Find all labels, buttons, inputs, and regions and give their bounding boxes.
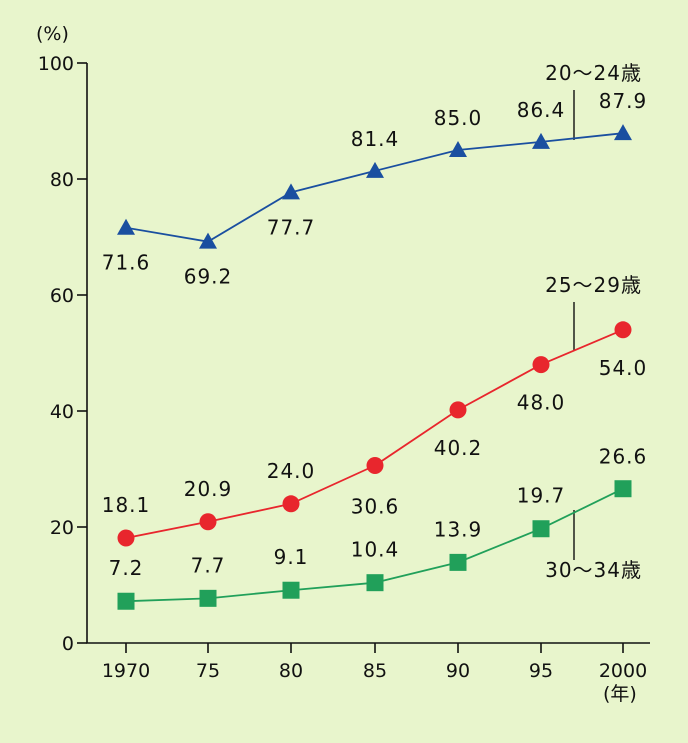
data-point-circle [614, 321, 632, 339]
data-point-triangle [532, 132, 550, 149]
data-point-triangle [449, 141, 467, 157]
y-axis-unit: (%) [36, 23, 69, 45]
data-label: 19.7 [517, 484, 566, 508]
data-point-circle [199, 513, 217, 531]
data-label: 10.4 [351, 538, 400, 562]
data-label: 7.7 [191, 553, 226, 577]
data-point-square [449, 553, 467, 571]
data-point-square [366, 574, 384, 592]
data-point-square [532, 520, 550, 538]
data-point-circle [532, 356, 550, 374]
data-label: 13.9 [434, 517, 483, 541]
x-tick-label: 75 [196, 660, 220, 682]
data-point-triangle [282, 183, 300, 200]
x-tick-label: 90 [446, 660, 470, 682]
data-label: 81.4 [351, 127, 400, 151]
data-label: 40.2 [434, 436, 483, 460]
data-label: 18.1 [102, 493, 151, 517]
data-label: 7.2 [109, 556, 144, 580]
series-label: 30～34歳 [545, 558, 642, 582]
data-point-square [199, 589, 217, 607]
data-point-triangle [117, 218, 135, 235]
series-labels: 20～24歳 25～29歳 30～34歳 [545, 61, 642, 582]
y-tick-label: 0 [62, 633, 74, 655]
data-label: 26.6 [599, 445, 648, 469]
data-point-triangle [366, 161, 384, 178]
data-label: 69.2 [184, 265, 233, 289]
y-tick-label: 60 [50, 285, 74, 307]
series-label: 20～24歳 [545, 61, 642, 85]
data-label: 54.0 [599, 356, 648, 380]
data-point-circle [449, 401, 467, 419]
x-axis-unit: (年) [603, 683, 637, 705]
data-label: 85.0 [434, 106, 483, 130]
data-point-square [117, 592, 135, 610]
y-tick-label: 20 [50, 517, 74, 539]
data-point-triangle [614, 124, 632, 141]
x-tick-label: 95 [529, 660, 553, 682]
data-label: 77.7 [267, 215, 316, 239]
y-tick-label: 100 [38, 53, 74, 75]
data-label: 87.9 [599, 89, 648, 113]
series-3 [117, 480, 632, 610]
data-label: 86.4 [517, 98, 566, 122]
x-axis-ticks: 1970 75 80 85 90 95 2000 [102, 643, 647, 682]
data-labels: 71.6 69.2 77.7 81.4 85.0 86.4 87.9 18.1 20.9 24.0… [102, 89, 648, 580]
data-point-circle [117, 529, 135, 547]
data-label: 71.6 [102, 251, 151, 275]
data-label: 20.9 [184, 477, 233, 501]
data-point-circle [366, 457, 384, 475]
y-axis-ticks: 0 20 40 60 80 100 [38, 53, 87, 655]
data-point-square [282, 581, 300, 599]
data-label: 9.1 [274, 545, 309, 569]
x-tick-label: 85 [363, 660, 387, 682]
data-point-circle [282, 495, 300, 513]
x-tick-label: 1970 [102, 660, 150, 682]
x-tick-label: 2000 [599, 660, 647, 682]
series-2 [117, 321, 632, 547]
data-label: 24.0 [267, 459, 316, 483]
y-tick-label: 40 [50, 401, 74, 423]
x-tick-label: 80 [279, 660, 303, 682]
data-label: 30.6 [351, 495, 400, 519]
series-label: 25～29歳 [545, 273, 642, 297]
y-tick-label: 80 [50, 169, 74, 191]
series-1 [117, 124, 632, 249]
series-group [117, 124, 632, 610]
data-point-triangle [199, 232, 217, 249]
data-point-square [614, 480, 632, 498]
data-label: 48.0 [517, 391, 566, 415]
